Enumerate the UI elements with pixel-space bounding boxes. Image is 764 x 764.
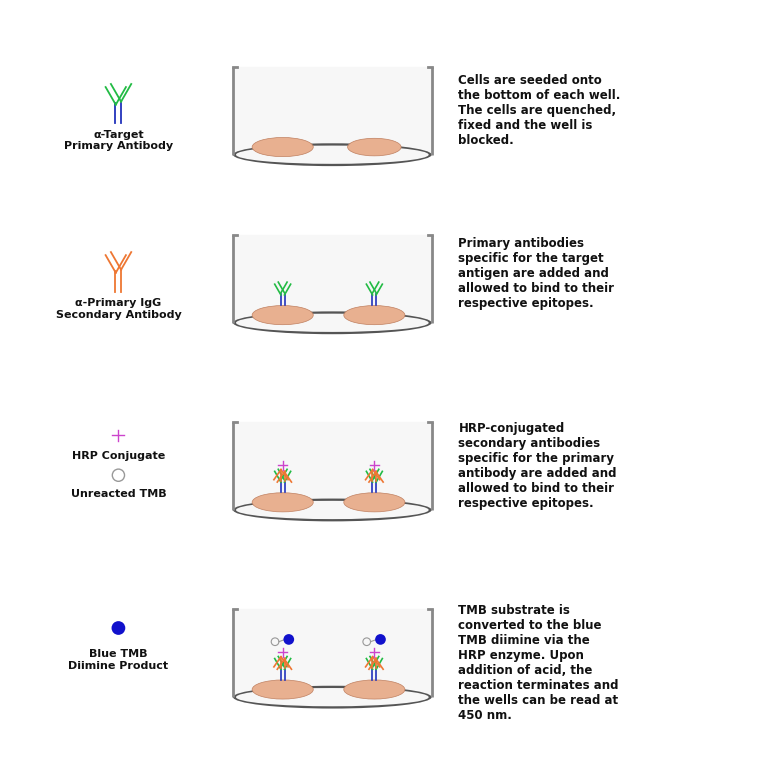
Ellipse shape <box>233 312 432 334</box>
Ellipse shape <box>348 138 401 156</box>
Ellipse shape <box>233 499 432 521</box>
Circle shape <box>283 634 294 645</box>
Ellipse shape <box>233 144 432 166</box>
Polygon shape <box>233 67 432 154</box>
Text: HRP-conjugated
secondary antibodies
specific for the primary
antibody are added : HRP-conjugated secondary antibodies spec… <box>458 422 617 510</box>
Ellipse shape <box>252 680 313 699</box>
Text: Unreacted TMB: Unreacted TMB <box>70 489 167 499</box>
Ellipse shape <box>252 306 313 325</box>
Ellipse shape <box>236 688 429 706</box>
Text: Blue TMB
Diimine Product: Blue TMB Diimine Product <box>68 649 169 671</box>
Ellipse shape <box>252 493 313 512</box>
Text: Primary antibodies
specific for the target
antigen are added and
allowed to bind: Primary antibodies specific for the targ… <box>458 237 614 310</box>
Ellipse shape <box>233 686 432 708</box>
Circle shape <box>112 621 125 635</box>
Text: α-Primary IgG
Secondary Antibody: α-Primary IgG Secondary Antibody <box>56 298 181 319</box>
Polygon shape <box>233 422 432 510</box>
Ellipse shape <box>252 138 313 157</box>
Ellipse shape <box>236 501 429 519</box>
Ellipse shape <box>344 680 405 699</box>
Polygon shape <box>233 610 432 697</box>
Text: HRP Conjugate: HRP Conjugate <box>72 451 165 461</box>
Text: TMB substrate is
converted to the blue
TMB diimine via the
HRP enzyme. Upon
addi: TMB substrate is converted to the blue T… <box>458 604 619 721</box>
Ellipse shape <box>344 306 405 325</box>
Circle shape <box>375 634 386 645</box>
Ellipse shape <box>236 146 429 163</box>
Ellipse shape <box>236 314 429 332</box>
Text: α-Target
Primary Antibody: α-Target Primary Antibody <box>64 130 173 151</box>
Ellipse shape <box>344 493 405 512</box>
Polygon shape <box>233 235 432 322</box>
Text: Cells are seeded onto
the bottom of each well.
The cells are quenched,
fixed and: Cells are seeded onto the bottom of each… <box>458 74 621 147</box>
